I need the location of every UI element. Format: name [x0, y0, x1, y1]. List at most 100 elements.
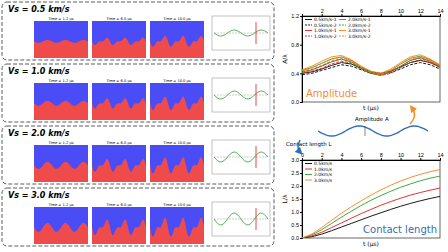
tick-mark	[300, 212, 302, 213]
snapshot-header	[92, 16, 146, 21]
snapshot-header	[92, 140, 146, 145]
contact-length-annotation: Contact length L	[286, 141, 332, 148]
tick-mark	[381, 14, 382, 16]
snapshot-time: Time = 6.0 μs	[105, 17, 131, 21]
tick-label: 0.0	[291, 99, 299, 105]
tick: 0	[301, 152, 304, 160]
lower-material	[92, 38, 146, 58]
chart: 024681012140.00.51.01.52.02.53.0t (μs)L/…	[281, 152, 444, 248]
snapshot	[150, 21, 204, 58]
lower-material	[34, 40, 88, 58]
snapshot-header	[92, 202, 146, 207]
amplitude-annotation: Amplitude A	[355, 116, 389, 123]
tick: 10	[398, 8, 404, 16]
upper-material	[92, 207, 146, 244]
tick-mark	[440, 158, 441, 160]
lower-material	[92, 159, 146, 182]
tick-label: 1.5	[291, 196, 299, 202]
series-line	[302, 57, 440, 75]
snapshot	[150, 145, 204, 182]
legend-swatch	[305, 174, 312, 175]
tick-mark	[300, 73, 302, 74]
x-axis-title: t (μs)	[363, 104, 379, 112]
legend-swatch	[305, 36, 312, 37]
snapshot-time: Time = 10.0 μs	[162, 17, 191, 21]
tick-label: 0.0	[291, 235, 299, 241]
tick-label: 10	[398, 8, 404, 14]
snapshot	[92, 83, 146, 120]
tick: 1.2	[291, 13, 302, 19]
snapshot	[150, 83, 204, 120]
inset-guide	[214, 157, 268, 158]
schematic: Amplitude A Contact length L	[286, 108, 428, 152]
snapshot-header	[150, 202, 204, 207]
tick: 4	[340, 8, 343, 16]
snapshot-time: Time = 1.2 μs	[47, 17, 73, 21]
tick-label: 0.8	[291, 42, 299, 48]
tick-label: 6	[360, 8, 363, 14]
lower-material	[150, 157, 204, 182]
tick: 0.0	[291, 235, 302, 241]
tick-mark	[401, 14, 402, 16]
lower-material	[92, 98, 146, 120]
upper-material	[92, 145, 146, 182]
x-axis-title: t (μs)	[363, 240, 379, 248]
tick-mark	[401, 158, 402, 160]
legend-label: 1.0km/s	[314, 167, 333, 172]
snapshot-time: Time = 10.0 μs	[162, 141, 191, 145]
inset	[212, 202, 270, 236]
tick: 2.5	[291, 170, 302, 176]
tick-label: 2	[321, 8, 324, 14]
tick-label: 8	[380, 152, 383, 158]
legend-label: 0.5km/s-1	[314, 17, 337, 22]
legend-swatch	[305, 163, 312, 164]
snapshot	[34, 207, 88, 244]
snapshot-header	[34, 140, 88, 145]
x-axis: 02468101214	[301, 152, 444, 161]
arrow	[410, 108, 415, 124]
tick: 12	[418, 8, 424, 16]
upper-material	[150, 207, 204, 244]
legend-label: 3.0km/s-2	[348, 34, 371, 39]
tick-mark	[420, 158, 421, 160]
tick: 8	[380, 152, 383, 160]
tick-label: 14	[437, 8, 443, 14]
panel-frame	[2, 126, 274, 184]
upper-material	[34, 83, 88, 120]
legend-swatch	[339, 36, 346, 37]
snapshot	[92, 21, 146, 58]
tick-mark	[300, 238, 302, 239]
tick-label: 2.5	[291, 170, 299, 176]
snapshot-header	[34, 16, 88, 21]
panel-frame	[2, 188, 274, 246]
axis-line	[300, 17, 303, 103]
tick: 14	[437, 8, 443, 16]
tick: 12	[418, 152, 424, 160]
lower-material	[150, 97, 204, 120]
snapshot-time: Time = 1.2 μs	[47, 203, 73, 207]
tick-label: 0	[301, 152, 304, 158]
chart-title: Amplitude	[306, 88, 357, 99]
snapshot-time: Time = 6.0 μs	[105, 203, 131, 207]
interface-wave	[318, 126, 428, 136]
inset-guide	[214, 95, 268, 96]
tick: 2	[321, 8, 324, 16]
inset-guide	[214, 219, 268, 220]
legend-label: 2.0km/s-2	[348, 23, 371, 28]
tick: 0.0	[291, 99, 302, 105]
snapshot-header	[34, 202, 88, 207]
snapshot	[150, 207, 204, 244]
tick-label: 4	[340, 152, 343, 158]
legend-swatch	[305, 30, 312, 31]
inset	[212, 140, 270, 174]
tick: 10	[398, 152, 404, 160]
legend-swatch	[305, 180, 312, 181]
plot-frame	[302, 16, 440, 102]
tick-mark	[300, 45, 302, 46]
inset-marker	[256, 208, 257, 230]
tick-label: 6	[360, 152, 363, 158]
panel-row: Vs = 1.0 km/sTime = 1.2 μsTime = 6.0 μsT…	[2, 64, 274, 122]
legend-swatch	[305, 169, 312, 170]
legend-label: 3.0km/s-1	[348, 28, 371, 33]
tick-label: 3.0	[291, 157, 299, 163]
